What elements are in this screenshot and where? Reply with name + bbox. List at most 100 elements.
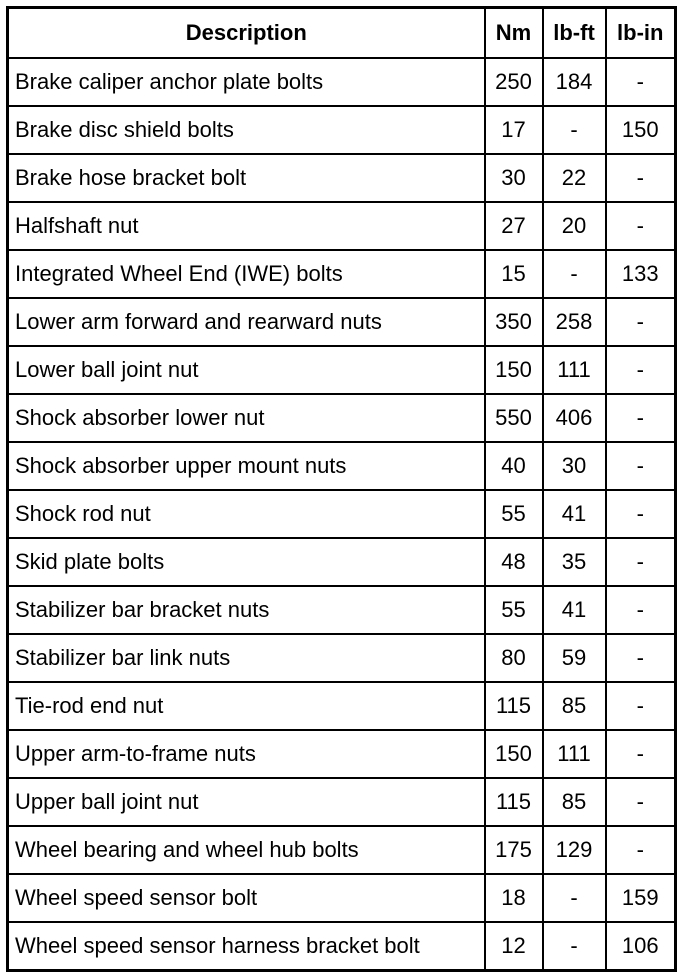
table-row: Upper ball joint nut 115 85- bbox=[6, 777, 677, 827]
value-cell: 150 bbox=[483, 345, 544, 395]
value-cell: 175 bbox=[483, 825, 544, 875]
description-cell: Brake caliper anchor plate bolts bbox=[6, 57, 486, 107]
description-cell: Lower ball joint nut bbox=[6, 345, 486, 395]
description-cell: Stabilizer bar bracket nuts bbox=[6, 585, 486, 635]
value-cell: - bbox=[604, 729, 677, 779]
header-cell: Description bbox=[6, 6, 486, 59]
value-cell: - bbox=[604, 297, 677, 347]
description-cell: Brake hose bracket bolt bbox=[6, 153, 486, 203]
value-cell: 159 bbox=[604, 873, 677, 923]
value-cell: 115 bbox=[483, 777, 544, 827]
value-cell: 22 bbox=[541, 153, 607, 203]
value-cell: 18 bbox=[483, 873, 544, 923]
table-row: Lower arm forward and rearward nuts 350 25… bbox=[6, 297, 677, 347]
value-cell: 250 bbox=[483, 57, 544, 107]
value-cell: - bbox=[604, 681, 677, 731]
value-cell: - bbox=[541, 921, 607, 972]
description-cell: Brake disc shield bolts bbox=[6, 105, 486, 155]
header-cell: Nm bbox=[483, 6, 544, 59]
description-cell: Shock absorber lower nut bbox=[6, 393, 486, 443]
value-cell: 150 bbox=[604, 105, 677, 155]
value-cell: 55 bbox=[483, 489, 544, 539]
value-cell: 48 bbox=[483, 537, 544, 587]
value-cell: 17 bbox=[483, 105, 544, 155]
value-cell: - bbox=[604, 489, 677, 539]
value-cell: - bbox=[604, 201, 677, 251]
description-cell: Upper ball joint nut bbox=[6, 777, 486, 827]
description-cell: Lower arm forward and rearward nuts bbox=[6, 297, 486, 347]
description-cell: Shock absorber upper mount nuts bbox=[6, 441, 486, 491]
table-row: Wheel bearing and wheel hub bolts 175 129- bbox=[6, 825, 677, 875]
value-cell: - bbox=[541, 105, 607, 155]
table-row: Integrated Wheel End (IWE) bolts 15-133 bbox=[6, 249, 677, 299]
value-cell: - bbox=[604, 393, 677, 443]
value-cell: 85 bbox=[541, 777, 607, 827]
value-cell: 111 bbox=[541, 345, 607, 395]
description-cell: Wheel speed sensor harness bracket bolt bbox=[6, 921, 486, 972]
value-cell: 133 bbox=[604, 249, 677, 299]
table-row: Shock absorber lower nut 550 406- bbox=[6, 393, 677, 443]
value-cell: - bbox=[604, 585, 677, 635]
value-cell: 184 bbox=[541, 57, 607, 107]
value-cell: 59 bbox=[541, 633, 607, 683]
value-cell: 406 bbox=[541, 393, 607, 443]
torque-table: Description Nm lb-ft lb-in Brake caliper an… bbox=[6, 6, 677, 972]
value-cell: 20 bbox=[541, 201, 607, 251]
value-cell: - bbox=[604, 777, 677, 827]
table-row: Skid plate bolts 48 35- bbox=[6, 537, 677, 587]
value-cell: 85 bbox=[541, 681, 607, 731]
value-cell: - bbox=[604, 633, 677, 683]
value-cell: 111 bbox=[541, 729, 607, 779]
header-row: Description Nm lb-ft lb-in bbox=[6, 6, 677, 59]
table-row: Wheel speed sensor harness bracket bolt 1… bbox=[6, 921, 677, 972]
table-row: Wheel speed sensor bolt 18-159 bbox=[6, 873, 677, 923]
value-cell: 12 bbox=[483, 921, 544, 972]
description-cell: Halfshaft nut bbox=[6, 201, 486, 251]
value-cell: 41 bbox=[541, 585, 607, 635]
value-cell: 80 bbox=[483, 633, 544, 683]
value-cell: 550 bbox=[483, 393, 544, 443]
table-row: Brake disc shield bolts 17-150 bbox=[6, 105, 677, 155]
table-row: Halfshaft nut 27 20- bbox=[6, 201, 677, 251]
description-cell: Wheel bearing and wheel hub bolts bbox=[6, 825, 486, 875]
value-cell: - bbox=[604, 441, 677, 491]
value-cell: - bbox=[541, 873, 607, 923]
header-cell: lb-ft bbox=[541, 6, 607, 59]
table-row: Brake hose bracket bolt 30 22- bbox=[6, 153, 677, 203]
value-cell: 106 bbox=[604, 921, 677, 972]
value-cell: 15 bbox=[483, 249, 544, 299]
description-cell: Upper arm-to-frame nuts bbox=[6, 729, 486, 779]
value-cell: - bbox=[541, 249, 607, 299]
value-cell: 350 bbox=[483, 297, 544, 347]
value-cell: 40 bbox=[483, 441, 544, 491]
table-body: Brake caliper anchor plate bolts 250 184- B… bbox=[6, 57, 677, 972]
table-row: Lower ball joint nut 150 111- bbox=[6, 345, 677, 395]
description-cell: Shock rod nut bbox=[6, 489, 486, 539]
description-cell: Skid plate bolts bbox=[6, 537, 486, 587]
value-cell: 258 bbox=[541, 297, 607, 347]
value-cell: - bbox=[604, 345, 677, 395]
value-cell: 35 bbox=[541, 537, 607, 587]
value-cell: 150 bbox=[483, 729, 544, 779]
value-cell: - bbox=[604, 153, 677, 203]
table-row: Tie-rod end nut 115 85- bbox=[6, 681, 677, 731]
value-cell: 30 bbox=[541, 441, 607, 491]
value-cell: 30 bbox=[483, 153, 544, 203]
value-cell: 115 bbox=[483, 681, 544, 731]
description-cell: Tie-rod end nut bbox=[6, 681, 486, 731]
table-row: Shock absorber upper mount nuts 40 30- bbox=[6, 441, 677, 491]
description-cell: Stabilizer bar link nuts bbox=[6, 633, 486, 683]
description-cell: Integrated Wheel End (IWE) bolts bbox=[6, 249, 486, 299]
table-row: Stabilizer bar link nuts 80 59- bbox=[6, 633, 677, 683]
value-cell: - bbox=[604, 537, 677, 587]
value-cell: 27 bbox=[483, 201, 544, 251]
table-row: Stabilizer bar bracket nuts 55 41- bbox=[6, 585, 677, 635]
value-cell: - bbox=[604, 57, 677, 107]
value-cell: 41 bbox=[541, 489, 607, 539]
value-cell: 129 bbox=[541, 825, 607, 875]
description-cell: Wheel speed sensor bolt bbox=[6, 873, 486, 923]
value-cell: 55 bbox=[483, 585, 544, 635]
header-cell: lb-in bbox=[604, 6, 677, 59]
table-row: Shock rod nut 55 41- bbox=[6, 489, 677, 539]
